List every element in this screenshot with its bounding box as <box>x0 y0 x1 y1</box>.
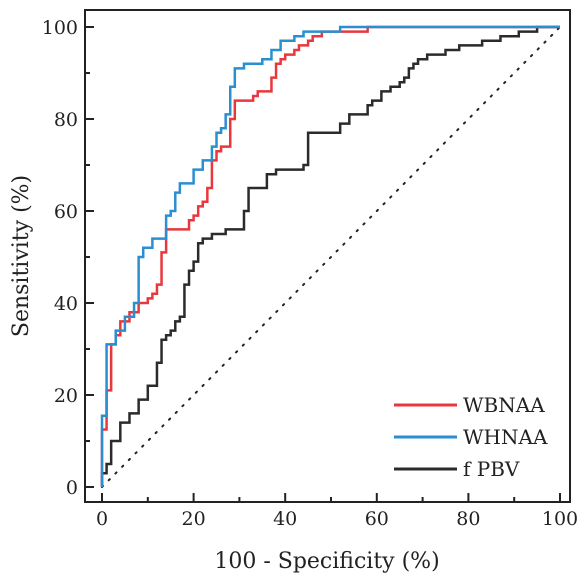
y-tick-label: 60 <box>54 201 78 223</box>
series-line-whnaa <box>100 25 560 487</box>
tick-labels: 0 20 40 60 80 100 0 20 40 60 80 100 <box>42 17 577 530</box>
y-tick-label: 80 <box>54 109 78 131</box>
legend-label: WBNAA <box>463 393 545 417</box>
reference-diagonal <box>101 26 561 488</box>
x-tick-label: 100 <box>542 508 577 530</box>
x-tick-label: 60 <box>365 508 389 530</box>
series-line-wbnaa <box>100 25 560 487</box>
x-tick-label: 80 <box>456 508 480 530</box>
series-line-fpbv <box>100 25 560 487</box>
y-tick-label: 100 <box>42 17 78 39</box>
axis-ticks <box>85 26 561 502</box>
legend: WBNAA WHNAA f PBV <box>394 393 548 481</box>
x-tick-label: 40 <box>273 508 297 530</box>
y-tick-label: 40 <box>54 293 78 315</box>
legend-label: f PBV <box>463 457 520 481</box>
legend-label: WHNAA <box>463 425 548 449</box>
y-tick-label: 20 <box>54 385 78 407</box>
series-lines <box>100 25 560 487</box>
x-axis-title: 100 - Specificity (%) <box>214 549 439 574</box>
x-tick-label: 0 <box>96 508 108 530</box>
y-tick-label: 0 <box>66 477 78 499</box>
y-axis-title: Sensitivity (%) <box>9 175 34 337</box>
x-tick-label: 20 <box>182 508 206 530</box>
